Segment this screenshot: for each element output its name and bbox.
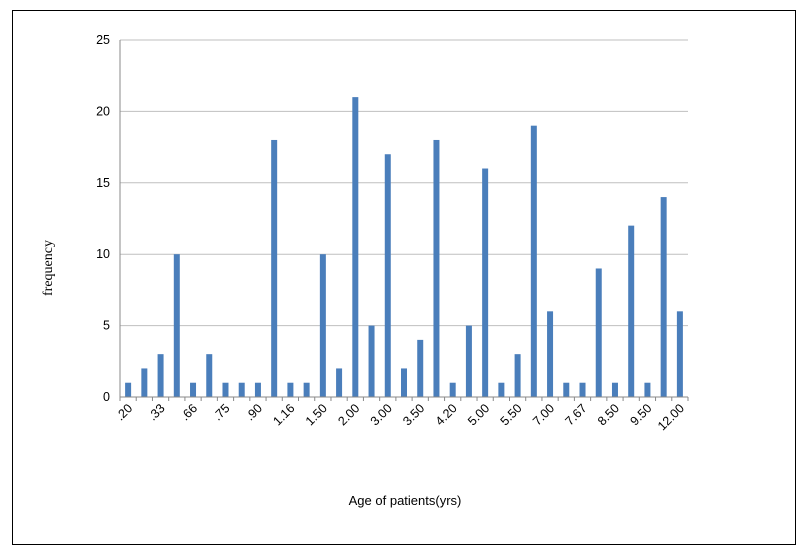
bar: [141, 368, 148, 397]
x-tick-label: 5.00: [465, 401, 492, 428]
bar: [173, 254, 180, 397]
bar: [433, 139, 440, 397]
bar: [595, 268, 602, 397]
bar: [368, 325, 375, 397]
bar: [498, 382, 505, 397]
bar: [238, 382, 245, 397]
bar: [514, 354, 521, 397]
x-tick-label: 4.20: [433, 401, 460, 428]
bar: [271, 139, 278, 397]
y-tick-labels: 0 5 10 15 20 25: [96, 33, 110, 404]
x-tick-label: 1.16: [270, 401, 297, 428]
x-tick-label: .20: [113, 401, 135, 423]
bar: [611, 382, 618, 397]
bar: [676, 311, 683, 397]
x-tick-label: .33: [145, 401, 167, 423]
bar: [254, 382, 261, 397]
bar: [125, 382, 132, 397]
x-axis-label: Age of patients(yrs): [349, 493, 462, 508]
bar: [401, 368, 407, 397]
x-tick-label: 2.00: [335, 401, 362, 428]
bar: [190, 382, 197, 397]
bar: [465, 325, 472, 397]
x-tick-label: 8.50: [595, 401, 622, 428]
bar: [303, 382, 310, 397]
bar: [157, 354, 164, 397]
bar: [530, 125, 537, 398]
y-tick-label: 10: [96, 247, 110, 261]
y-tick-label: 5: [103, 319, 110, 333]
bar: [628, 225, 635, 397]
x-tick-label: .66: [178, 401, 200, 423]
y-tick-label: 20: [96, 104, 110, 118]
x-tick-label: 5.50: [498, 401, 525, 428]
bar: [547, 311, 554, 397]
x-tick-label: 12.00: [655, 401, 687, 433]
bar: [352, 97, 359, 398]
bar: [482, 168, 489, 397]
y-tick-label: 25: [96, 33, 110, 47]
bar: [206, 354, 213, 397]
axes: [119, 40, 689, 401]
bar: [563, 382, 570, 397]
y-tick-label: 15: [96, 176, 110, 190]
bar: [222, 382, 229, 397]
x-tick-label: 1.50: [303, 401, 330, 428]
x-tick-label: 3.00: [368, 401, 395, 428]
bar: [417, 339, 424, 397]
bar: [319, 254, 326, 397]
x-tick-labels: .20.33.66.75.90 1.16 1.50 2.00 3.00 3.50 4.20 5…: [113, 401, 687, 433]
bars: [125, 97, 683, 398]
y-axis-label: frequency: [41, 240, 56, 296]
x-tick-label: 3.50: [400, 401, 427, 428]
y-tick-label: 0: [103, 390, 110, 404]
bar: [449, 382, 456, 397]
bar: [579, 382, 586, 397]
bar: [384, 154, 391, 397]
bar: [336, 368, 343, 397]
x-tick-label: .90: [243, 401, 265, 423]
gridlines: [120, 39, 688, 327]
x-tick-label: 9.50: [627, 401, 654, 428]
x-tick-label: .75: [210, 401, 232, 423]
x-tick-label: 7.00: [530, 401, 557, 428]
x-tick-label: 7.67: [563, 401, 590, 428]
bar: [660, 197, 667, 397]
bar: [287, 382, 294, 397]
bar: [644, 382, 651, 397]
